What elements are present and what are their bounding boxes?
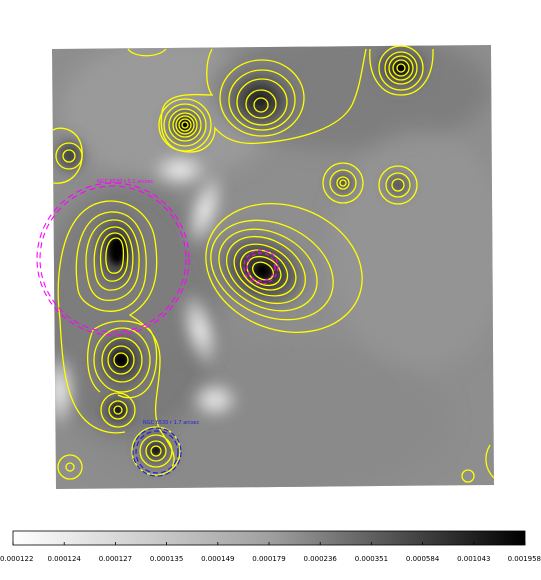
colorbar-tick-label: 0.000584 — [406, 555, 440, 563]
region-circle-bottom — [132, 427, 182, 477]
colorbar-tick-label: 0.000135 — [150, 555, 183, 563]
colorbar-tick-label: 0.001043 — [457, 555, 490, 563]
contour-lines — [52, 45, 495, 483]
colorbar-tick-label: 0.000122 — [0, 555, 33, 563]
grayscale-image — [52, 45, 494, 489]
colorbar-tick-label: 0.000236 — [303, 555, 337, 563]
region-circle-left — [36, 182, 190, 336]
bottom-region-label: NGC 6530 r 1.7 arcsec — [143, 420, 200, 426]
colorbar-tick-label: 0.000351 — [355, 555, 388, 563]
region-circle-center — [243, 249, 279, 285]
colorbar-ticks: 0.000122 0.000124 0.000127 0.000135 0.000149… — [0, 542, 541, 563]
colorbar-tick-label: 0.001958 — [508, 555, 541, 563]
colorbar-tick-label: 0.000149 — [201, 555, 234, 563]
left-region-label: NGC 6530 r 5.1 arcsec — [97, 179, 154, 185]
colorbar-tick-label: 0.000179 — [252, 555, 285, 563]
colorbar: 0.000122 0.000124 0.000127 0.000135 0.000149… — [0, 530, 541, 563]
colorbar-tick-label: 0.000124 — [47, 555, 81, 563]
colorbar-tick-label: 0.000127 — [99, 555, 132, 563]
